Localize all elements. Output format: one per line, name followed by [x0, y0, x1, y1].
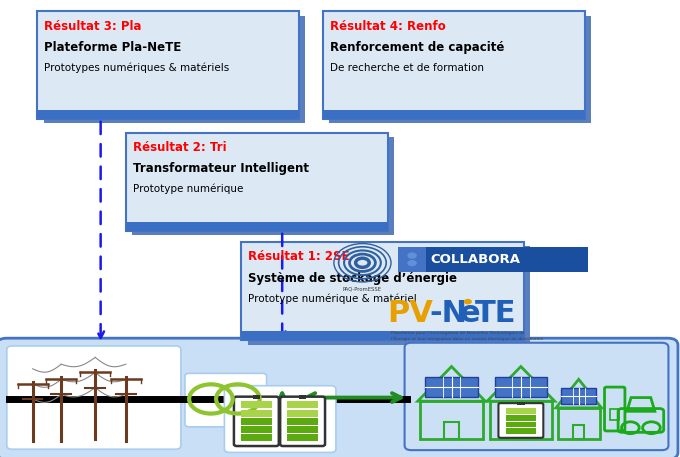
Bar [490, 401, 552, 439]
Bar [506, 421, 536, 427]
FancyBboxPatch shape [132, 137, 394, 235]
Bar [241, 434, 272, 441]
Text: TE: TE [475, 298, 516, 328]
Bar [513, 422, 529, 439]
FancyBboxPatch shape [280, 397, 325, 446]
Bar [398, 247, 588, 272]
Text: Résultat 2: Tri: Résultat 2: Tri [133, 141, 226, 154]
Text: Résultat 4: Renfo: Résultat 4: Renfo [330, 20, 445, 32]
FancyBboxPatch shape [323, 11, 585, 119]
Text: De recherche et de formation: De recherche et de formation [330, 63, 483, 73]
Text: Système de stockage d’énergie: Système de stockage d’énergie [248, 272, 457, 285]
Bar [287, 434, 318, 441]
FancyBboxPatch shape [248, 246, 530, 345]
Text: Résultat 1: 2SE: Résultat 1: 2SE [248, 250, 350, 263]
Text: PV: PV [388, 298, 433, 328]
Text: PAQ-PromESSE: PAQ-PromESSE [343, 287, 382, 292]
Bar [287, 409, 318, 417]
Text: Résultat 3: Pla: Résultat 3: Pla [44, 20, 141, 32]
Bar [241, 409, 272, 417]
Bar [323, 110, 585, 119]
Bar [444, 422, 460, 439]
FancyBboxPatch shape [7, 346, 181, 449]
Bar [241, 401, 272, 409]
Bar [241, 426, 272, 433]
Text: Prototype numérique & matériel: Prototype numérique & matériel [248, 293, 417, 304]
Text: Plateforme pour l'investigation de Nouvelles Technologies de
l'Énergie et leur i: Plateforme pour l'investigation de Nouve… [391, 331, 543, 341]
Bar [610, 409, 619, 420]
FancyBboxPatch shape [234, 397, 279, 446]
Bar [287, 418, 318, 425]
Text: -N: -N [430, 298, 468, 328]
Bar [241, 331, 524, 340]
Bar [253, 395, 260, 399]
Bar [494, 377, 547, 397]
Circle shape [407, 260, 417, 266]
Text: Transformateur Intelligent: Transformateur Intelligent [133, 162, 309, 175]
FancyBboxPatch shape [44, 16, 305, 123]
Bar [241, 418, 272, 425]
Bar [558, 408, 600, 439]
Bar [517, 402, 524, 404]
FancyBboxPatch shape [329, 16, 591, 123]
FancyBboxPatch shape [405, 343, 668, 450]
Bar [561, 388, 596, 404]
Circle shape [407, 252, 417, 259]
FancyBboxPatch shape [126, 133, 388, 231]
Bar [420, 401, 483, 439]
Text: COLLABORA: COLLABORA [430, 253, 520, 266]
Bar [506, 428, 536, 434]
Bar [425, 377, 478, 397]
Circle shape [464, 299, 472, 304]
Bar [506, 415, 536, 421]
FancyBboxPatch shape [241, 242, 524, 340]
Bar [573, 425, 584, 439]
FancyBboxPatch shape [37, 11, 299, 119]
Bar [37, 110, 299, 119]
Text: Plateforme Pla-NeTE: Plateforme Pla-NeTE [44, 41, 182, 54]
FancyBboxPatch shape [0, 338, 678, 457]
Text: e: e [460, 298, 480, 328]
FancyBboxPatch shape [185, 373, 267, 427]
Bar [287, 401, 318, 409]
Bar [506, 409, 536, 414]
Text: Prototypes numériques & matériels: Prototypes numériques & matériels [44, 63, 229, 73]
Bar [126, 222, 388, 231]
FancyBboxPatch shape [498, 403, 543, 438]
FancyBboxPatch shape [224, 386, 336, 452]
Text: Renforcement de capacité: Renforcement de capacité [330, 41, 504, 54]
Bar [398, 247, 426, 272]
Bar [287, 426, 318, 433]
Bar [299, 395, 306, 399]
Text: Prototype numérique: Prototype numérique [133, 184, 243, 194]
